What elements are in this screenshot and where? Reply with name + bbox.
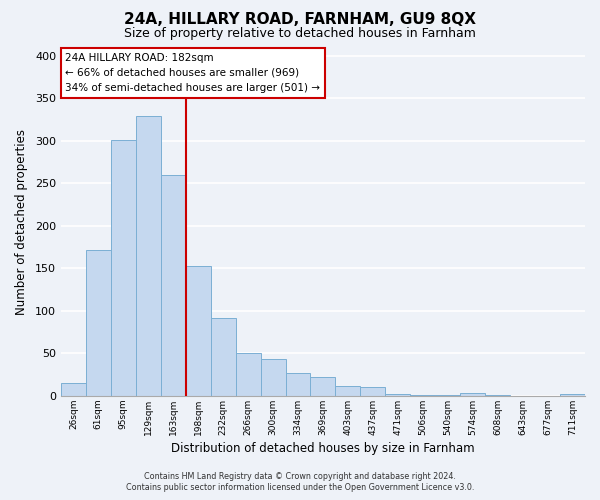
Bar <box>260 360 286 396</box>
Bar <box>310 377 335 396</box>
Bar <box>186 266 211 396</box>
Y-axis label: Number of detached properties: Number of detached properties <box>15 128 28 314</box>
Text: Size of property relative to detached houses in Farnham: Size of property relative to detached ho… <box>124 28 476 40</box>
Text: Contains public sector information licensed under the Open Government Licence v3: Contains public sector information licen… <box>126 484 474 492</box>
Bar <box>435 395 460 396</box>
Bar <box>61 383 86 396</box>
X-axis label: Distribution of detached houses by size in Farnham: Distribution of detached houses by size … <box>171 442 475 455</box>
Text: 24A, HILLARY ROAD, FARNHAM, GU9 8QX: 24A, HILLARY ROAD, FARNHAM, GU9 8QX <box>124 12 476 28</box>
Bar <box>361 388 385 396</box>
Bar <box>111 140 136 396</box>
Bar <box>385 394 410 396</box>
Bar <box>161 175 186 396</box>
Bar <box>410 395 435 396</box>
Bar <box>236 354 260 396</box>
Bar <box>460 394 485 396</box>
Text: 24A HILLARY ROAD: 182sqm
← 66% of detached houses are smaller (969)
34% of semi-: 24A HILLARY ROAD: 182sqm ← 66% of detach… <box>65 52 320 93</box>
Text: Contains HM Land Registry data © Crown copyright and database right 2024.: Contains HM Land Registry data © Crown c… <box>144 472 456 481</box>
Bar <box>335 386 361 396</box>
Bar <box>86 250 111 396</box>
Bar <box>485 395 510 396</box>
Bar <box>286 373 310 396</box>
Bar <box>211 318 236 396</box>
Bar <box>136 116 161 396</box>
Bar <box>560 394 585 396</box>
